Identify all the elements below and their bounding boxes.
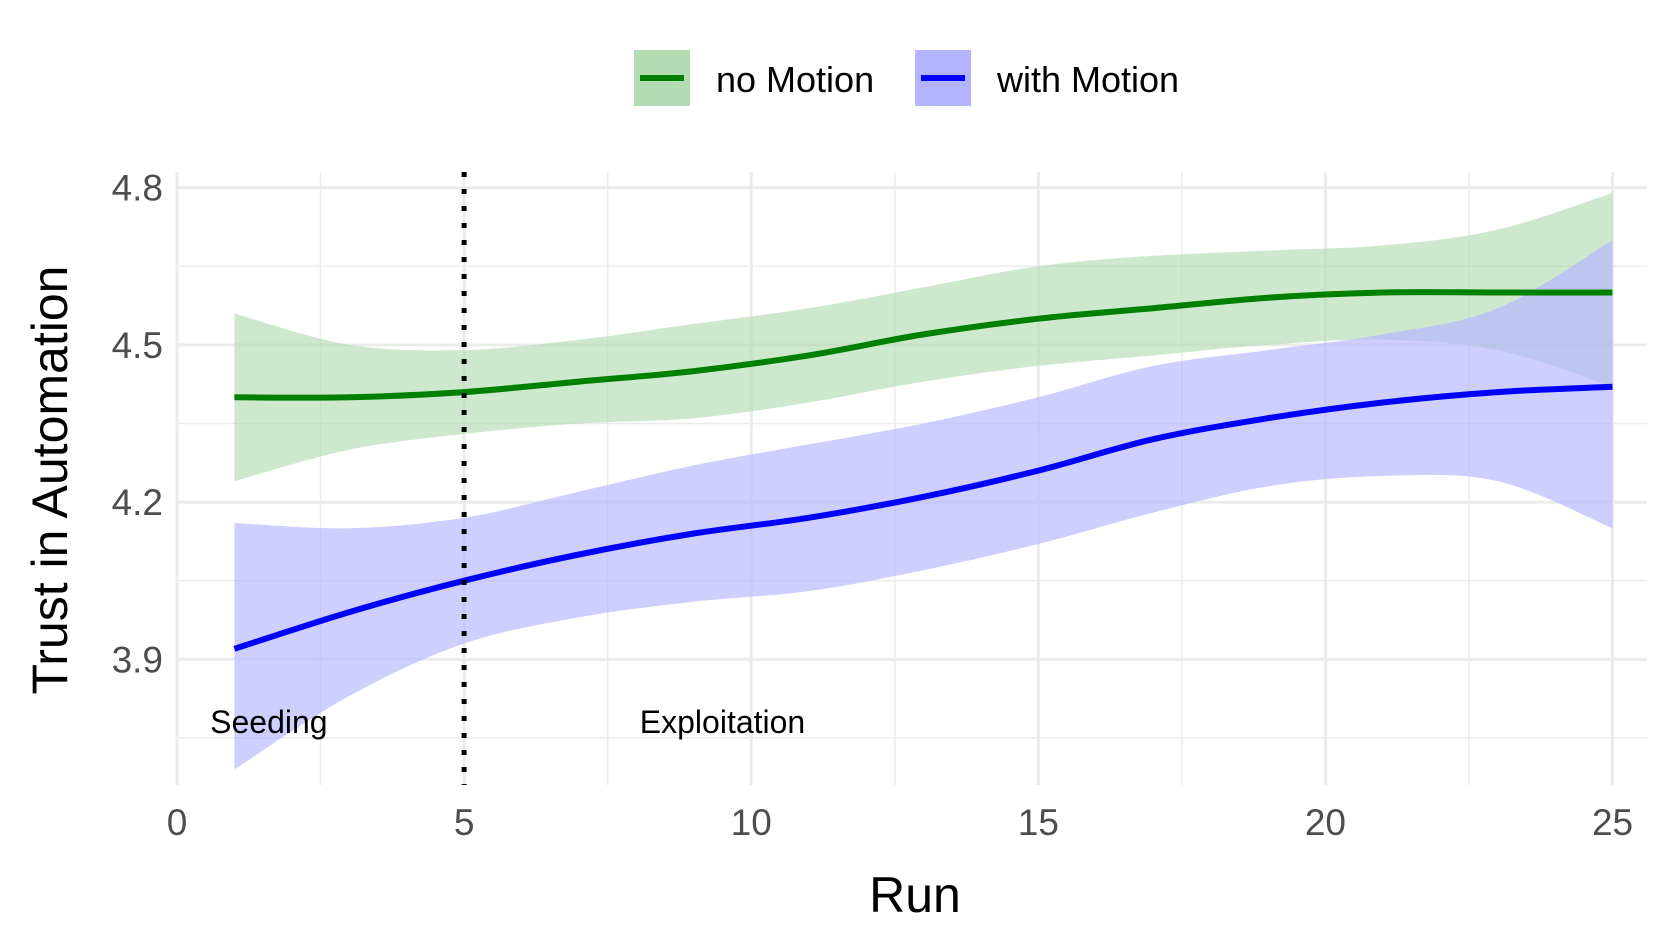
x-tick-label: 10 [731,802,772,843]
band-with-motion [234,240,1613,770]
y-tick-label: 4.2 [112,482,163,523]
line-no-motion [234,289,1613,401]
y-tick-label: 4.8 [112,168,163,209]
x-tick-label: 15 [1018,802,1059,843]
legend-item-no-motion: no Motion [634,50,874,106]
x-tick-label: 25 [1592,802,1633,843]
annotation-exploitation: Exploitation [640,704,805,740]
legend: no Motion with Motion [634,50,1179,106]
annotations: Seeding Exploitation [210,704,805,740]
y-axis-title: Trust in Automation [22,266,78,695]
legend-item-with-motion: with Motion [915,50,1179,106]
x-tick-label: 5 [454,802,475,843]
y-tick-labels: 3.9 4.2 4.5 4.8 [112,168,163,681]
legend-label-no-motion: no Motion [716,59,874,100]
confidence-bands [234,193,1613,770]
x-tick-label: 20 [1305,802,1346,843]
y-tick-label: 3.9 [112,639,163,680]
x-tick-labels: 0 5 10 15 20 25 [167,802,1633,843]
x-axis-title: Run [869,867,961,923]
legend-label-with-motion: with Motion [996,59,1179,100]
x-tick-label: 0 [167,802,188,843]
annotation-seeding: Seeding [210,704,327,740]
y-tick-label: 4.5 [112,325,163,366]
